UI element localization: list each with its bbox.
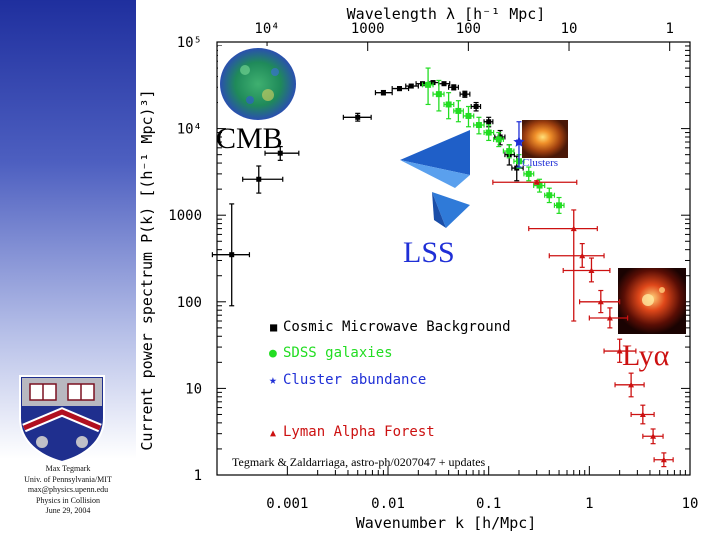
data-point [455,107,462,114]
data-point [628,381,635,388]
y-tick-label: 1000 [168,208,202,224]
data-point [451,84,457,90]
cmb-sky-image [218,46,298,122]
data-point [396,86,402,92]
legend-label-lyman: Lyman Alpha Forest [283,424,435,440]
clusters-annotation: Clusters [522,157,558,169]
series-sdss-galaxies [421,67,565,214]
data-point [256,176,262,182]
legend-marker-cmb: ■ [270,320,278,334]
data-point [513,136,525,147]
lyman-alpha-annotation: Lyα [622,339,670,372]
x-tick-label: 1 [585,496,593,512]
plot-border [216,41,691,476]
data-point [445,101,452,108]
data-point [639,411,646,417]
data-point [465,112,472,119]
author-affiliation: Univ. of Pennsylvania/MIT [24,474,112,484]
data-point [495,136,502,143]
data-point [546,192,553,199]
data-series [211,67,674,468]
top-tick-label: 100 [456,21,481,37]
lyman-alpha-quasar-image [618,268,686,334]
data-point [277,150,283,156]
data-point [606,315,613,321]
x-tick-label: 0.1 [476,496,501,512]
data-point [570,225,577,232]
data-point [650,433,657,439]
series-lyman-alpha-forest [492,179,674,468]
event-name: Physics in Collision [35,495,100,505]
data-point [536,182,543,189]
axis-ticks: 0.001 0.01 0.1 1 10 1 10 100 1000 10⁴ 10⁵ 10⁴ 1000 10… [168,21,698,512]
data-point [556,202,563,209]
y-tick-label: 100 [177,295,202,311]
lss-annotation: LSS [403,236,455,269]
data-point [485,129,492,136]
data-point [380,90,386,96]
data-point [473,103,479,109]
author-email: max@physics.upenn.edu [27,485,109,494]
cluster-image [522,120,568,158]
citation-text: Tegmark & Zaldarriaga, astro-ph/0207047 … [232,455,486,469]
author-name: Max Tegmark [45,464,91,473]
chart-legend: ■ Cosmic Microwave Background ● SDSS gal… [269,319,511,440]
lss-survey-wedge-image [400,130,470,228]
y-axis-label: Current power spectrum P(k) [(h⁻¹ Mpc)³] [138,89,156,450]
university-shield-logo [19,375,105,464]
data-point [408,83,414,89]
data-point [441,81,447,87]
data-point [525,170,532,177]
author-credits: Max Tegmark Univ. of Pennsylvania/MIT ma… [0,464,136,517]
data-point [597,298,604,305]
x-tick-label: 10 [682,496,699,512]
data-point [660,456,667,463]
y-tick-label: 10⁵ [177,35,202,51]
legend-marker-lyman: ▲ [270,428,276,439]
legend-label-cmb: Cosmic Microwave Background [283,319,511,335]
legend-marker-sdss: ● [269,346,277,361]
data-point [506,148,513,155]
data-point [486,119,492,125]
data-point [435,91,442,98]
event-date: June 29, 2004 [45,506,91,515]
data-point [579,252,586,259]
y-tick-label: 1 [194,468,202,484]
series-cosmic-microwave-background [211,80,524,307]
plot-frame [216,41,691,476]
x-axis-label: Wavenumber k [h/Mpc] [356,514,537,532]
y-tick-label: 10 [185,381,202,397]
data-point [533,179,540,185]
legend-label-sdss: SDSS galaxies [283,345,393,361]
legend-label-cluster: Cluster abundance [283,372,426,388]
data-point [355,114,361,120]
top-tick-label: 1 [665,21,673,37]
data-point [616,348,623,354]
data-point [229,252,235,258]
x-tick-label: 0.01 [371,496,405,512]
top-tick-label: 10⁴ [254,21,279,37]
cmb-annotation: CMB [216,122,283,155]
data-point [588,267,595,273]
top-axis-label: Wavelength λ [h⁻¹ Mpc] [347,5,546,23]
legend-marker-cluster: ★ [269,373,277,388]
data-point [475,122,482,129]
y-tick-label: 10⁴ [177,122,202,138]
data-point [462,91,468,97]
top-tick-label: 1000 [351,21,385,37]
data-point [425,81,432,88]
x-tick-label: 0.001 [266,496,308,512]
lyman-alpha-prefix: Ly [622,339,654,372]
top-tick-label: 10 [561,21,578,37]
lyman-alpha-greek: α [654,339,670,372]
series-cluster-abundance [513,121,525,168]
